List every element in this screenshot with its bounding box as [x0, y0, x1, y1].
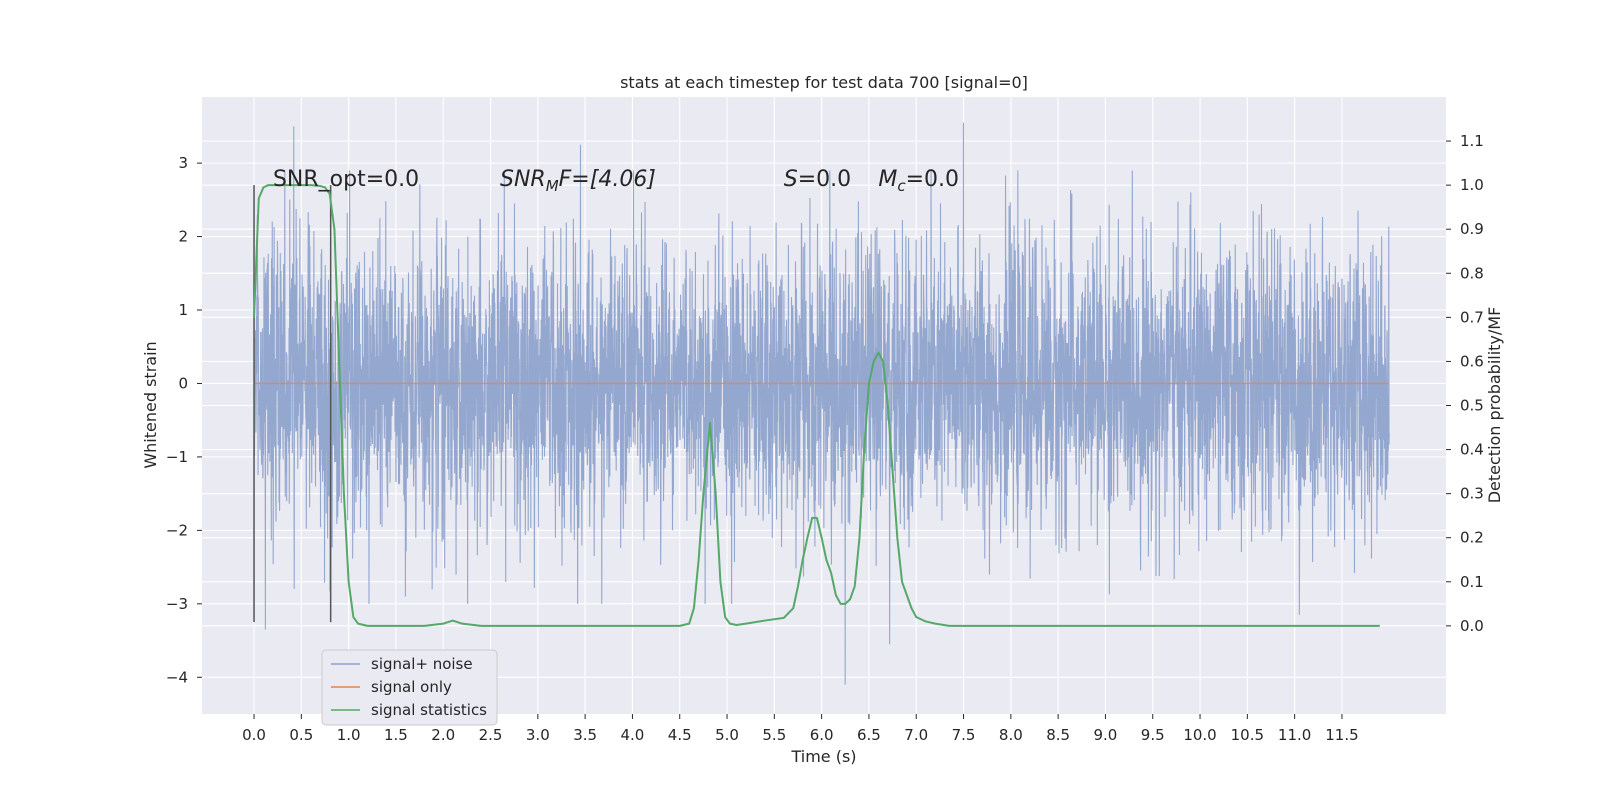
- legend-label-signal: signal only: [371, 678, 452, 696]
- y2-tick-label: 0.5: [1460, 397, 1484, 415]
- y2-tick-label: 0.4: [1460, 441, 1484, 459]
- x-tick-label: 11.0: [1278, 726, 1311, 744]
- y2-tick-label: 1.1: [1460, 132, 1484, 150]
- y-tick-label: −4: [166, 668, 188, 686]
- y2-tick-label: 0.3: [1460, 485, 1484, 503]
- y2-tick-label: 0.1: [1460, 573, 1484, 591]
- y-tick-label: 0: [178, 374, 188, 392]
- y-tick-label: 1: [178, 301, 188, 319]
- y2-tick-label: 0.2: [1460, 529, 1484, 547]
- x-tick-label: 6.0: [810, 726, 834, 744]
- x-tick-label: 7.5: [952, 726, 976, 744]
- signal-noise-line: [253, 122, 1390, 685]
- y-tick-label: −3: [166, 595, 188, 613]
- signal-noise-series: [253, 122, 1390, 685]
- x-tick-label: 9.0: [1094, 726, 1118, 744]
- annotation-3: Mc=0.0: [878, 167, 959, 195]
- x-tick-label: 3.0: [526, 726, 550, 744]
- y-tick-label: −2: [166, 521, 188, 539]
- x-tick-label: 9.5: [1141, 726, 1165, 744]
- annotations: SNR_opt=0.0 SNRMF=[4.06] S=0.0 Mc=0.0: [273, 167, 959, 195]
- x-tick-label: 7.0: [904, 726, 928, 744]
- x-tick-label: 10.5: [1231, 726, 1264, 744]
- y-tick-label: −1: [166, 448, 188, 466]
- axis-ticks: 0.0 0.5 1.0 1.5 2.0 2.5 3.0 3.5 4.0 4.5 5.0 5.5 6.0 6…: [166, 132, 1484, 744]
- x-tick-label: 5.0: [715, 726, 739, 744]
- annotation-2: S=0.0: [784, 167, 851, 192]
- x-tick-label: 0.0: [242, 726, 266, 744]
- y-axis-label: Whitened strain: [141, 341, 160, 468]
- chart-title: stats at each timestep for test data 700…: [620, 73, 1028, 92]
- legend: signal+ noise signal only signal statist…: [321, 649, 498, 726]
- legend-label-noise: signal+ noise: [371, 655, 473, 673]
- x-tick-label: 3.5: [573, 726, 597, 744]
- y2-axis-label: Detection probability/MF: [1485, 307, 1504, 504]
- signal-statistics-line: [253, 184, 1380, 627]
- x-tick-label: 1.0: [337, 726, 361, 744]
- x-tick-label: 10.0: [1183, 726, 1216, 744]
- y-tick-label: 3: [178, 154, 188, 172]
- y2-tick-label: 0.7: [1460, 308, 1484, 326]
- x-tick-label: 8.5: [1046, 726, 1070, 744]
- vertical-markers: [253, 185, 332, 623]
- y2-tick-label: 1.0: [1460, 176, 1484, 194]
- y-tick-label: 2: [178, 228, 188, 246]
- x-tick-label: 5.5: [762, 726, 786, 744]
- y2-tick-label: 0.8: [1460, 264, 1484, 282]
- x-tick-label: 4.5: [668, 726, 692, 744]
- x-tick-label: 2.5: [479, 726, 503, 744]
- x-tick-label: 2.0: [431, 726, 455, 744]
- y2-tick-label: 0.9: [1460, 220, 1484, 238]
- signal-statistics-series: [253, 184, 1380, 627]
- y2-tick-label: 0.0: [1460, 617, 1484, 635]
- x-tick-label: 0.5: [289, 726, 313, 744]
- y2-tick-label: 0.6: [1460, 352, 1484, 370]
- legend-label-stats: signal statistics: [371, 701, 487, 719]
- x-tick-label: 4.0: [621, 726, 645, 744]
- legend-box: [321, 649, 498, 726]
- x-axis-label: Time (s): [790, 747, 856, 766]
- x-tick-label: 8.0: [999, 726, 1023, 744]
- x-tick-label: 6.5: [857, 726, 881, 744]
- x-tick-label: 1.5: [384, 726, 408, 744]
- annotation-1: SNRMF=[4.06]: [500, 167, 656, 195]
- x-tick-label: 11.5: [1325, 726, 1358, 744]
- annotation-0: SNR_opt=0.0: [273, 167, 419, 192]
